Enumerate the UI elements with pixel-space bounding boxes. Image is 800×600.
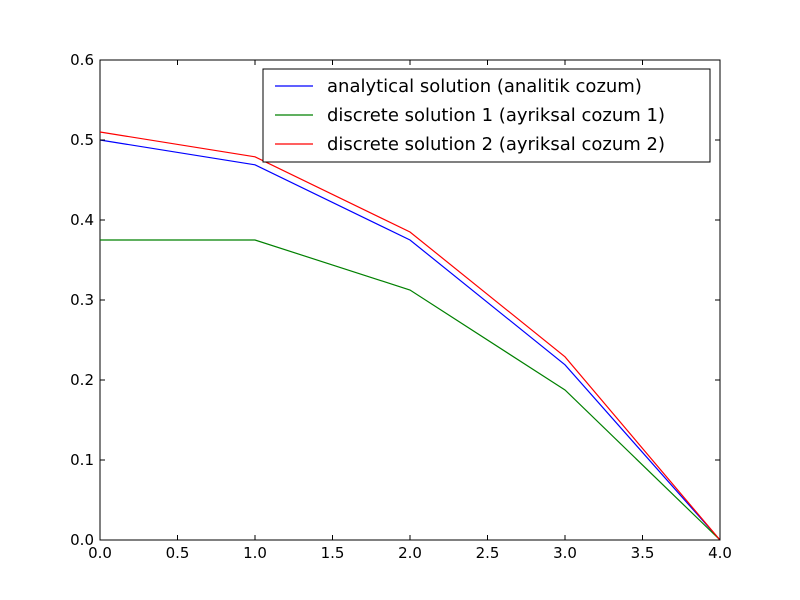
x-tick-label: 4.0 — [708, 544, 732, 562]
y-tick-label: 0.6 — [70, 51, 94, 69]
series-line-2 — [100, 239, 721, 541]
x-tick-label: 0.5 — [166, 544, 190, 562]
y-tick-label: 0.5 — [70, 131, 94, 149]
legend-label-1: analytical solution (analitik cozum) — [327, 76, 642, 97]
tick-labels-layer: 0.0 0.5 1.0 1.5 2.0 2.5 3.0 3.5 4.0 0.0 0.1 0.2 0.3 0… — [70, 51, 732, 562]
x-tick-label: 0.0 — [88, 544, 112, 562]
legend-label-3: discrete solution 2 (ayriksal cozum 2) — [327, 134, 665, 155]
y-tick-label: 0.2 — [70, 371, 94, 389]
legend-box — [262, 68, 711, 163]
ticks-layer — [99, 59, 721, 541]
series-line-3 — [99, 131, 721, 541]
x-tick-label: 2.5 — [476, 544, 500, 562]
legend-label-2: discrete solution 1 (ayriksal cozum 1) — [327, 105, 665, 126]
x-tick-label: 2.0 — [398, 544, 422, 562]
x-tick-label: 3.0 — [553, 544, 577, 562]
x-tick-label: 1.0 — [243, 544, 267, 562]
y-tick-label: 0.3 — [70, 291, 94, 309]
y-tick-label: 0.1 — [70, 451, 94, 469]
series-line-1 — [99, 139, 721, 541]
y-tick-label: 0.0 — [70, 531, 94, 549]
x-tick-label: 1.5 — [321, 544, 345, 562]
series-layer — [99, 131, 721, 541]
x-tick-label: 3.5 — [631, 544, 655, 562]
legend: analytical solution (analitik cozum) disc… — [262, 68, 711, 163]
y-tick-label: 0.4 — [70, 211, 94, 229]
